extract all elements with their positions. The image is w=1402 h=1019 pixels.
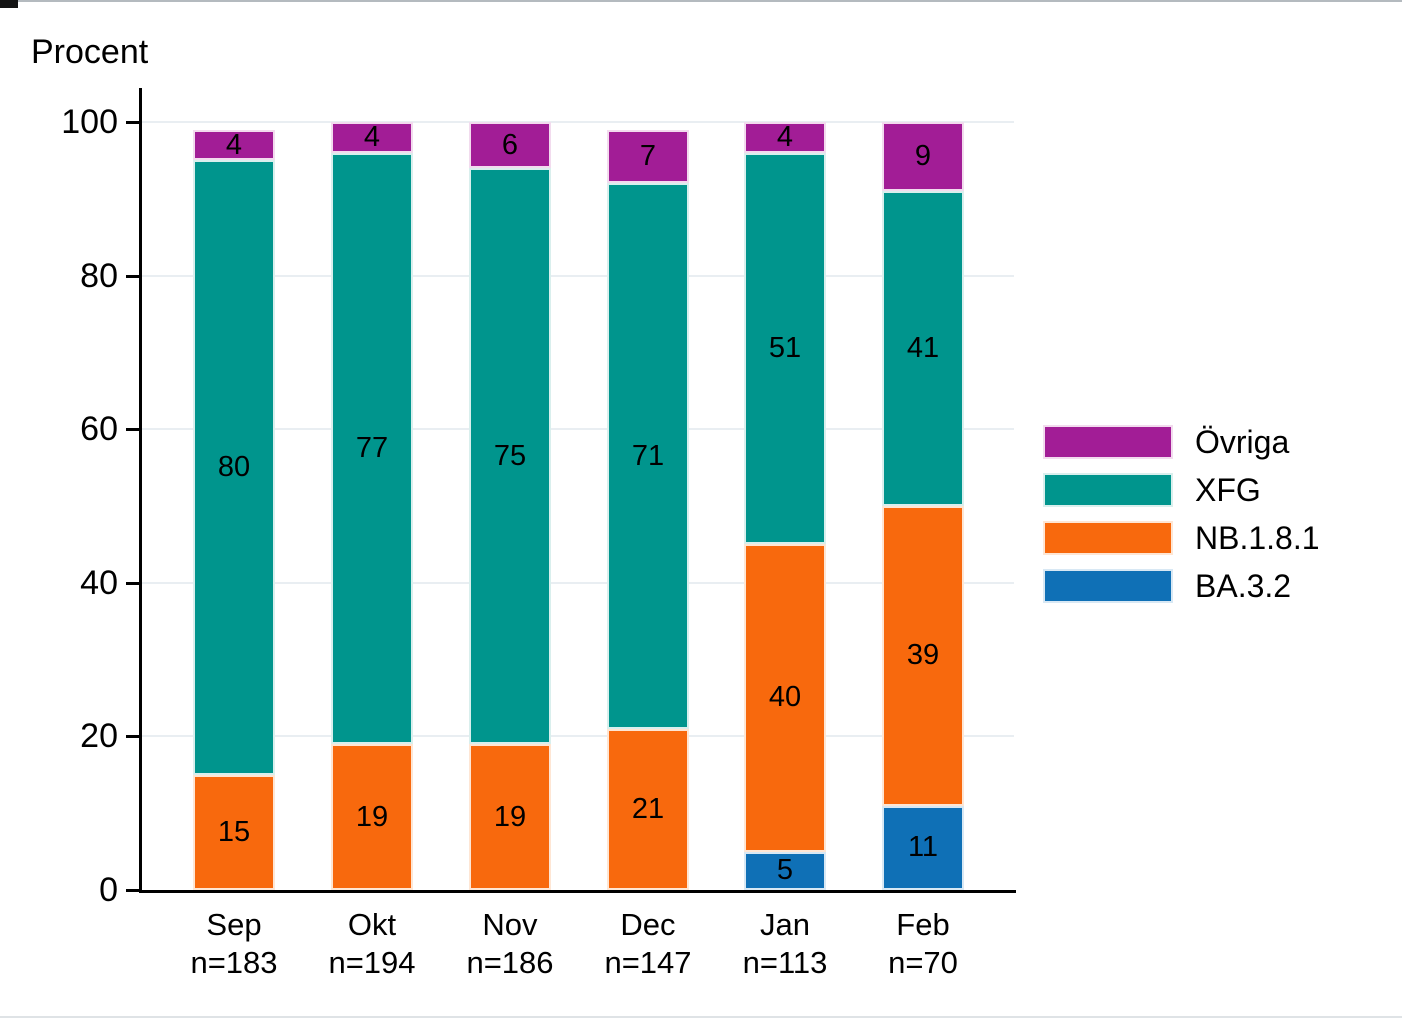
bar-segment-BA.3.2-Feb: 11 — [882, 805, 964, 890]
bar-segment-NB.1.8.1-Jan: 40 — [744, 544, 826, 852]
legend-swatch-Övriga — [1043, 425, 1173, 459]
x-label-count: n=147 — [604, 945, 692, 980]
segment-value-label: 41 — [906, 332, 940, 365]
legend-label-NB.1.8.1: NB.1.8.1 — [1195, 520, 1320, 556]
gridline-40 — [142, 581, 1014, 584]
segment-value-label: 39 — [906, 639, 940, 672]
segment-value-label: 71 — [631, 439, 665, 472]
legend-label-Övriga: Övriga — [1195, 424, 1290, 460]
bar-segment-NB.1.8.1-Nov: 19 — [469, 744, 551, 890]
y-tick-mark-20 — [126, 735, 139, 739]
bar-segment-Övriga-Dec: 7 — [607, 129, 689, 184]
y-tick-label-80: 80 — [80, 256, 118, 295]
top-edge-line — [0, 0, 1402, 2]
segment-value-label: 6 — [501, 128, 519, 161]
x-label-Sep: Sep n=183 — [149, 906, 319, 982]
bar-segment-XFG-Nov: 75 — [469, 168, 551, 745]
segment-value-label: 75 — [493, 439, 527, 472]
legend-label-XFG: XFG — [1195, 472, 1261, 508]
x-label-count: n=70 — [888, 945, 958, 980]
y-tick-mark-80 — [126, 274, 139, 278]
segment-value-label: 9 — [914, 140, 932, 173]
x-label-month: Jan — [760, 907, 810, 942]
gridline-20 — [142, 735, 1014, 738]
legend-row-Övriga: Övriga — [1043, 425, 1320, 459]
bar-segment-XFG-Dec: 71 — [607, 183, 689, 729]
y-axis-line — [139, 88, 142, 893]
x-label-month: Sep — [206, 907, 262, 942]
segment-value-label: 19 — [493, 800, 527, 833]
segment-value-label: 11 — [907, 831, 939, 864]
x-label-Nov: Nov n=186 — [425, 906, 595, 982]
y-tick-label-0: 0 — [99, 871, 118, 909]
gridline-60 — [142, 428, 1014, 431]
x-label-month: Okt — [347, 907, 397, 942]
x-label-Jan: Jan n=113 — [700, 906, 870, 982]
y-tick-label-60: 60 — [80, 410, 118, 449]
x-label-Okt: Okt n=194 — [287, 906, 457, 982]
gridline-100 — [142, 121, 1014, 123]
y-tick-mark-0 — [126, 889, 139, 892]
bar-segment-Övriga-Okt: 4 — [331, 120, 413, 153]
legend-label-BA.3.2: BA.3.2 — [1195, 568, 1292, 604]
bar-segment-XFG-Sep: 80 — [193, 160, 275, 775]
bar-segment-NB.1.8.1-Feb: 39 — [882, 506, 964, 806]
legend-row-NB.1.8.1: NB.1.8.1 — [1043, 521, 1320, 555]
segment-value-label: 7 — [639, 140, 657, 173]
y-tick-label-20: 20 — [80, 717, 118, 756]
bottom-edge-line — [0, 1016, 1402, 1018]
segment-value-label: 80 — [217, 451, 251, 484]
y-tick-label-40: 40 — [80, 563, 118, 602]
legend-swatch-NB.1.8.1 — [1043, 521, 1173, 555]
bar-segment-Övriga-Feb: 9 — [882, 122, 964, 192]
bar-segment-XFG-Feb: 41 — [882, 191, 964, 506]
y-tick-mark-40 — [126, 581, 139, 585]
legend-swatch-BA.3.2 — [1043, 569, 1173, 603]
legend-swatch-XFG — [1043, 473, 1173, 507]
x-label-month: Dec — [620, 907, 676, 942]
bar-segment-Övriga-Nov: 6 — [469, 122, 551, 169]
segment-value-label: 4 — [363, 120, 381, 153]
y-tick-label-100: 100 — [61, 103, 118, 141]
segment-value-label: 40 — [768, 681, 802, 714]
bar-segment-Övriga-Sep: 4 — [193, 128, 275, 161]
x-label-count: n=183 — [190, 945, 278, 980]
segment-value-label: 21 — [631, 792, 665, 825]
screen-corner-artifact — [0, 0, 18, 8]
x-label-count: n=194 — [328, 945, 416, 980]
bar-segment-NB.1.8.1-Okt: 19 — [331, 744, 413, 890]
bar-segment-Övriga-Jan: 4 — [744, 120, 826, 153]
bar-segment-NB.1.8.1-Dec: 21 — [607, 728, 689, 890]
x-label-count: n=186 — [466, 945, 554, 980]
x-label-Feb: Feb n=70 — [838, 906, 1008, 982]
segment-value-label: 5 — [776, 854, 794, 887]
bar-segment-XFG-Jan: 51 — [744, 152, 826, 545]
x-label-Dec: Dec n=147 — [563, 906, 733, 982]
x-axis-line — [139, 890, 1016, 893]
legend-row-BA.3.2: BA.3.2 — [1043, 569, 1320, 603]
bar-segment-BA.3.2-Jan: 5 — [744, 851, 826, 890]
segment-value-label: 77 — [355, 431, 389, 464]
y-axis-title: Procent — [31, 33, 149, 71]
segment-value-label: 51 — [768, 332, 802, 365]
legend: Övriga XFG NB.1.8.1 BA.3.2 — [1043, 425, 1320, 617]
gridline-80 — [142, 274, 1014, 277]
y-tick-mark-60 — [126, 428, 139, 432]
legend-row-XFG: XFG — [1043, 473, 1320, 507]
segment-value-label: 4 — [776, 120, 794, 153]
y-tick-mark-100 — [126, 121, 139, 124]
x-label-month: Feb — [896, 907, 950, 942]
x-label-month: Nov — [482, 907, 538, 942]
bar-segment-XFG-Okt: 77 — [331, 152, 413, 745]
segment-value-label: 4 — [225, 128, 243, 161]
bar-segment-NB.1.8.1-Sep: 15 — [193, 774, 275, 890]
segment-value-label: 19 — [355, 800, 389, 833]
segment-value-label: 15 — [217, 815, 251, 848]
x-label-count: n=113 — [742, 945, 828, 980]
